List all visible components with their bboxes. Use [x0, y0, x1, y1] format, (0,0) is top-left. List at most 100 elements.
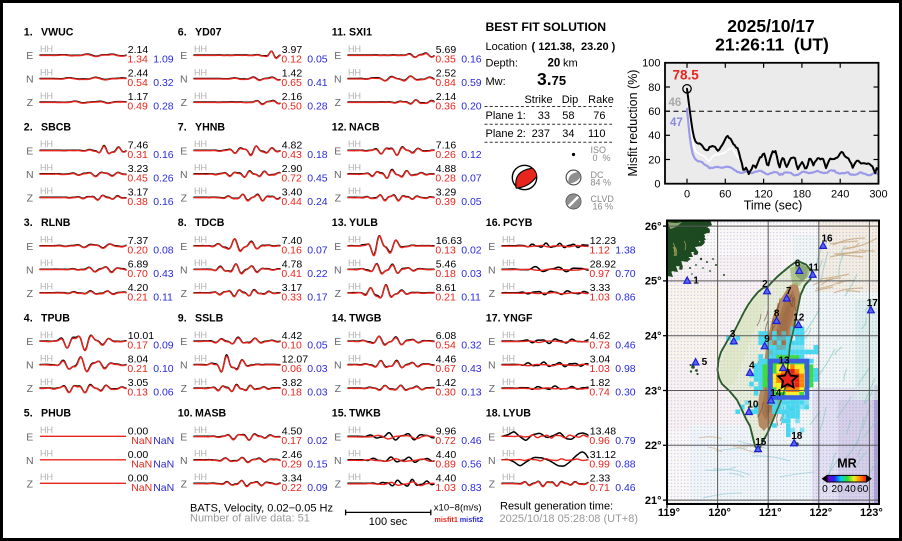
svg-text:3.: 3. [24, 217, 33, 229]
svg-text:0.28: 0.28 [307, 101, 328, 113]
svg-text:17: 17 [867, 298, 879, 309]
svg-text:12: 12 [793, 313, 805, 324]
svg-text:4.50: 4.50 [282, 426, 303, 438]
svg-text:4.82: 4.82 [282, 140, 303, 152]
svg-text:E: E [180, 432, 187, 444]
svg-text:SXI1: SXI1 [349, 26, 372, 38]
svg-text:N: N [180, 360, 188, 372]
svg-text:HH: HH [348, 186, 361, 196]
svg-text:0.65: 0.65 [281, 77, 302, 89]
svg-text:Z: Z [335, 479, 342, 491]
svg-text:0.13: 0.13 [435, 244, 456, 256]
svg-text:E: E [180, 336, 187, 348]
svg-text:0.46: 0.46 [461, 435, 482, 447]
svg-text:HH: HH [348, 91, 361, 101]
svg-text:14.: 14. [332, 312, 347, 324]
svg-text:HH: HH [502, 282, 515, 292]
svg-text:Z: Z [27, 479, 34, 491]
svg-text:1.03: 1.03 [435, 482, 456, 494]
svg-text:0.86: 0.86 [615, 291, 636, 303]
svg-text:46: 46 [669, 97, 682, 109]
svg-text:Z: Z [27, 97, 34, 109]
svg-text:HH: HH [194, 67, 207, 77]
svg-text:3.97: 3.97 [282, 44, 303, 56]
svg-text:Plane 1:: Plane 1: [486, 110, 526, 122]
svg-text:5.46: 5.46 [436, 258, 457, 270]
svg-text:HH: HH [40, 425, 53, 435]
svg-text:N: N [180, 74, 188, 86]
svg-text:1.12: 1.12 [589, 244, 610, 256]
svg-text:PCYB: PCYB [503, 217, 533, 229]
svg-text:119°: 119° [658, 507, 680, 519]
svg-text:0.71: 0.71 [589, 482, 610, 494]
svg-text:15.: 15. [332, 408, 347, 420]
svg-text:0.35: 0.35 [435, 54, 456, 66]
svg-text:12.23: 12.23 [590, 235, 616, 247]
svg-text:80: 80 [648, 82, 660, 94]
svg-text:Z: Z [181, 97, 188, 109]
svg-text:16.63: 16.63 [436, 235, 462, 247]
svg-text:Rake: Rake [588, 94, 614, 106]
svg-text:1.03: 1.03 [589, 291, 610, 303]
svg-text:18: 18 [791, 431, 803, 442]
svg-text:1: 1 [693, 276, 699, 287]
svg-text:HH: HH [40, 186, 53, 196]
svg-text:E: E [26, 146, 33, 158]
svg-text:4.40: 4.40 [436, 473, 457, 485]
svg-text:0.28: 0.28 [153, 101, 174, 113]
svg-text:6.: 6. [178, 26, 187, 38]
svg-text:N: N [26, 360, 34, 372]
svg-text:4.20: 4.20 [128, 282, 149, 294]
svg-text:NaN: NaN [153, 482, 174, 494]
svg-text:misfit1: misfit1 [434, 515, 458, 524]
svg-text:1.: 1. [24, 26, 33, 38]
svg-text:0.08: 0.08 [153, 244, 174, 256]
svg-text:Z: Z [27, 193, 34, 205]
svg-text:5.: 5. [24, 408, 33, 420]
svg-text:x10−8(m/s): x10−8(m/s) [434, 503, 482, 514]
svg-text:Misfit reduction (%): Misfit reduction (%) [626, 70, 640, 177]
svg-text:0.15: 0.15 [307, 458, 328, 470]
svg-text:14: 14 [770, 388, 782, 399]
svg-text:3.05: 3.05 [128, 377, 149, 389]
svg-text:2.44: 2.44 [128, 68, 149, 80]
svg-text:0.32: 0.32 [153, 77, 174, 89]
svg-text:11: 11 [808, 263, 819, 274]
svg-text:1.17: 1.17 [128, 91, 149, 103]
svg-text:16.: 16. [486, 217, 501, 229]
svg-text:0.02: 0.02 [307, 435, 328, 447]
svg-text:HH: HH [348, 425, 361, 435]
svg-text:17.: 17. [486, 312, 501, 324]
svg-text:3.40: 3.40 [282, 187, 303, 199]
svg-text:HH: HH [502, 353, 515, 363]
svg-text:Z: Z [335, 383, 342, 395]
svg-text:N: N [180, 455, 188, 467]
svg-text:0.43: 0.43 [153, 268, 174, 280]
svg-text:4.46: 4.46 [436, 354, 457, 366]
svg-text:Z: Z [181, 288, 188, 300]
svg-text:3.04: 3.04 [590, 354, 611, 366]
svg-text:HH: HH [194, 44, 207, 54]
svg-text:Z: Z [489, 288, 496, 300]
svg-text:Result generation time:: Result generation time: [500, 501, 613, 513]
svg-text:Z: Z [181, 193, 188, 205]
svg-text:0.16: 0.16 [153, 149, 174, 161]
svg-text:1.42: 1.42 [436, 377, 457, 389]
svg-text:Z: Z [335, 288, 342, 300]
svg-text:34: 34 [562, 128, 574, 140]
svg-text:E: E [334, 432, 341, 444]
svg-text:0.26: 0.26 [435, 149, 456, 161]
svg-text:0.96: 0.96 [589, 435, 610, 447]
svg-text:NACB: NACB [349, 122, 380, 134]
svg-text:Z: Z [335, 193, 342, 205]
svg-text:Strike: Strike [524, 94, 552, 106]
svg-text:HH: HH [40, 67, 53, 77]
svg-text:110: 110 [588, 128, 606, 140]
svg-text:N: N [334, 74, 342, 86]
svg-text:0.17: 0.17 [307, 291, 328, 303]
svg-text:HH: HH [40, 282, 53, 292]
svg-text:N: N [26, 74, 34, 86]
svg-text:0.22: 0.22 [307, 268, 328, 280]
svg-text:TWGB: TWGB [349, 312, 382, 324]
svg-text:E: E [334, 146, 341, 158]
